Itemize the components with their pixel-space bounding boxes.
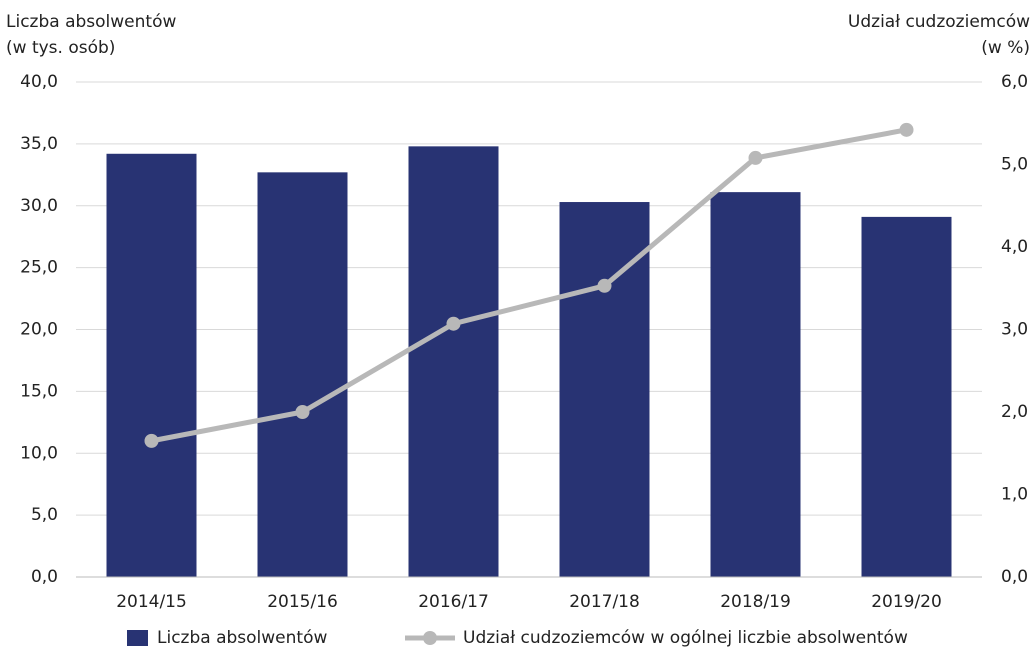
y-tick-label: 35,0 xyxy=(20,134,58,154)
y-tick-label: 10,0 xyxy=(20,443,58,463)
y-axis-label: Liczba absolwentów xyxy=(6,12,176,32)
y-tick-label: 5,0 xyxy=(31,505,58,525)
legend-swatch xyxy=(127,630,148,646)
point xyxy=(295,405,310,419)
y-tick-label: 0,0 xyxy=(31,567,58,587)
y2-tick-label: 4,0 xyxy=(1001,237,1028,257)
x-tick-label: 2016/17 xyxy=(418,592,489,612)
y2-tick-label: 5,0 xyxy=(1001,155,1028,175)
bar xyxy=(408,146,499,577)
x-tick-label: 2018/19 xyxy=(720,592,791,612)
legend-label: Udział cudzoziemców w ogólnej liczbie ab… xyxy=(463,628,908,648)
x-tick-label: 2015/16 xyxy=(267,592,338,612)
line xyxy=(151,127,907,444)
bar xyxy=(861,216,952,577)
x-tick-label: 2019/20 xyxy=(871,592,942,612)
y-tick-label: 40,0 xyxy=(20,72,58,92)
y2-axis-label: Udział cudzoziemców xyxy=(848,12,1030,32)
bar xyxy=(257,172,348,577)
y2-tick-label: 3,0 xyxy=(1001,320,1028,340)
x-tick-label: 2017/18 xyxy=(569,592,640,612)
legend-swatch xyxy=(423,631,437,645)
y-axis-label: (w tys. osób) xyxy=(6,38,115,58)
y2-tick-label: 0,0 xyxy=(1001,567,1028,587)
y2-tick-label: 2,0 xyxy=(1001,402,1028,422)
point xyxy=(899,122,914,137)
y2-axis-label: (w %) xyxy=(981,38,1030,58)
y-tick-label: 25,0 xyxy=(20,258,58,278)
legend-label: Liczba absolwentów xyxy=(157,628,327,648)
y-tick-label: 20,0 xyxy=(20,320,58,340)
y2-tick-label: 6,0 xyxy=(1001,72,1028,92)
point xyxy=(597,278,612,293)
point xyxy=(748,150,763,165)
y-tick-label: 30,0 xyxy=(20,196,58,216)
bar xyxy=(106,153,197,577)
point xyxy=(446,316,461,331)
bar xyxy=(559,202,650,577)
x-tick-label: 2014/15 xyxy=(116,592,187,612)
bar xyxy=(710,192,801,577)
y-tick-label: 15,0 xyxy=(20,381,58,401)
point xyxy=(144,433,159,448)
y2-tick-label: 1,0 xyxy=(1001,485,1028,505)
